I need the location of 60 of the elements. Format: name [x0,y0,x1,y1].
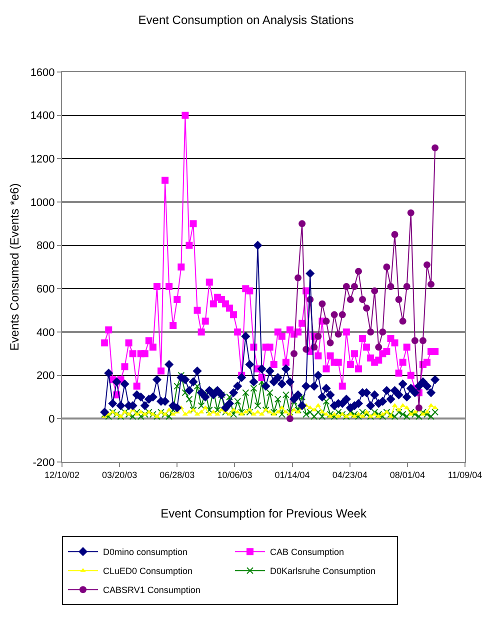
point [342,283,350,290]
y-tick-label: 400 [36,326,55,339]
point [391,231,398,238]
point [359,296,366,303]
x-tick-label: 10/06/03 [217,470,252,480]
point [286,415,294,422]
y-axis-title: Events Consumed (Events *e6) [8,183,22,351]
point [322,318,330,325]
legend-label: CAB Consumption [270,547,344,558]
point [419,337,426,344]
point [330,311,338,318]
chart-title: Event Consumption on Analysis Stations [138,12,354,27]
point [363,304,370,312]
point [346,296,354,303]
x-tick-label: 08/01/04 [390,470,425,480]
point [334,330,342,338]
y-tick-label: 1200 [30,154,55,166]
y-tick-label: 200 [36,370,55,382]
y-tick-label: 1000 [30,196,55,209]
point [298,220,306,228]
point [399,318,406,325]
point [294,274,302,282]
point [415,404,422,412]
point [371,287,378,294]
x-tick-label: 12/10/02 [44,470,80,480]
x-tick-label: 11/09/04 [448,470,482,480]
legend-label: D0mino consumption [103,547,188,558]
legend-label: CABSRV1 Consumption [103,585,200,596]
point [407,209,414,216]
point [411,337,418,344]
y-tick-label: 800 [36,240,55,252]
x-tick-label: 04/23/04 [332,470,368,480]
legend-label: D0Karlsruhe Consumption [270,566,376,576]
x-tick-label: 03/20/03 [102,470,138,480]
point [428,280,435,288]
y-tick-label: 1400 [30,110,55,122]
legend-label: CLuED0 Consumption [103,566,193,576]
point [379,328,386,336]
y-tick-label: 1600 [30,66,55,79]
point [290,350,298,358]
point [350,283,358,290]
point [387,283,394,290]
point [367,328,374,336]
point [424,261,430,268]
point [326,339,334,346]
point [375,344,382,351]
y-tick-label: 600 [36,284,55,296]
point [318,300,326,308]
x-axis-title: Event Consumption for Previous Week [160,506,368,521]
x-tick-label: 01/14/04 [274,470,310,480]
point [354,268,362,275]
point [383,264,390,270]
x-tick-label: 06/28/03 [160,470,195,480]
y-tick-label: -200 [32,456,55,469]
point [338,311,346,318]
point [395,296,402,303]
point [403,283,410,290]
point [432,144,439,152]
point [314,332,322,340]
y-tick-label: 0 [48,414,55,426]
